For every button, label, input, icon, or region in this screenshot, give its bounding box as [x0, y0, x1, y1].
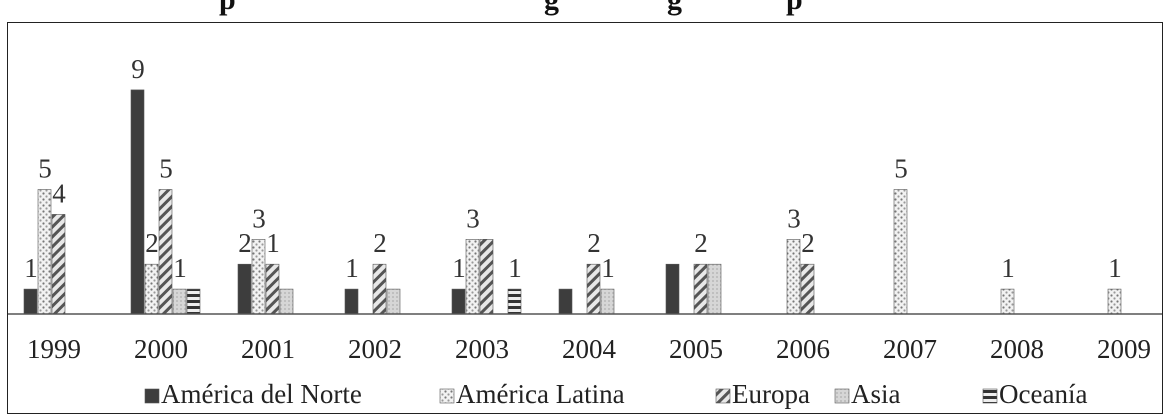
legend-label: América Latina — [456, 379, 625, 409]
bars-layer — [23, 89, 1122, 315]
legend-item-ocean-a: Oceanía — [982, 379, 1087, 409]
data-label: 2 — [801, 228, 815, 258]
data-label: 2 — [145, 228, 159, 258]
data-label: 1 — [24, 253, 38, 283]
data-label: 5 — [159, 154, 173, 184]
bar-2001-asia — [279, 288, 294, 315]
data-label: 4 — [52, 178, 66, 208]
data-label: 3 — [787, 203, 801, 233]
x-tick-label: 2009 — [1097, 334, 1151, 364]
legend-swatch — [834, 388, 850, 404]
data-label: 1 — [508, 253, 522, 283]
bar-2004-europa — [586, 263, 601, 315]
data-label: 1 — [266, 228, 280, 258]
bar-2002-europa — [372, 263, 387, 315]
x-tick-label: 2002 — [348, 334, 402, 364]
bar-2009-am-rica-latina — [1107, 288, 1122, 315]
data-label: 2 — [238, 228, 252, 258]
legend-item-am-rica-del-norte: América del Norte — [144, 379, 362, 409]
x-tick-label: 2000 — [134, 334, 188, 364]
x-tick-label: 2006 — [776, 334, 830, 364]
x-tick-label: 1999 — [27, 334, 81, 364]
chart-title-part-1: p — [219, 0, 236, 17]
data-label: 2 — [373, 228, 387, 258]
data-label: 2 — [587, 228, 601, 258]
bar-2004-am-rica-del-norte — [558, 288, 573, 315]
x-tick-label: 2001 — [241, 334, 295, 364]
bar-2004-asia — [600, 288, 615, 315]
data-label: 1 — [173, 253, 187, 283]
x-tick-labels: 1999 2000 2001 2002 2003 2004 2005 2006 2007 2008… — [27, 334, 1151, 364]
legend-label: Asia — [851, 379, 901, 409]
bar-2008-am-rica-latina — [1000, 288, 1015, 315]
bar-2005-asia — [707, 263, 722, 315]
chart-title-part-3: g — [667, 0, 682, 17]
data-label: 2 — [694, 228, 708, 258]
chart-title-part-4: p — [786, 0, 803, 17]
x-tick-label: 2004 — [562, 334, 617, 364]
bar-2002-am-rica-del-norte — [344, 288, 359, 315]
legend-swatch — [982, 388, 998, 404]
bar-2000-asia — [172, 288, 187, 315]
legend-swatch — [715, 388, 731, 404]
bar-2005-am-rica-del-norte — [665, 263, 680, 315]
data-label: 1 — [452, 253, 466, 283]
bar-2003-europa — [479, 239, 494, 315]
bar-2001-am-rica-del-norte — [237, 263, 252, 315]
legend-item-europa: Europa — [715, 379, 810, 409]
legend: América del Norte América Latina Europa Asi… — [144, 379, 1087, 409]
bar-2001-europa — [265, 263, 280, 315]
chart-frame — [7, 22, 1163, 414]
data-label: 3 — [466, 203, 480, 233]
legend-swatch — [439, 388, 455, 404]
legend-item-asia: Asia — [834, 379, 901, 409]
x-tick-label: 2008 — [990, 334, 1044, 364]
bar-2003-ocean-a — [507, 288, 522, 315]
legend-item-am-rica-latina: América Latina — [439, 379, 625, 409]
legend-swatch — [144, 388, 160, 404]
x-tick-label: 2007 — [883, 334, 937, 364]
chart-title-part-2: g — [544, 0, 559, 17]
data-label: 1 — [345, 253, 359, 283]
bar-2005-europa — [693, 263, 708, 315]
data-label: 5 — [38, 154, 52, 184]
bar-2001-am-rica-latina — [251, 239, 266, 315]
bar-2000-am-rica-del-norte — [130, 89, 145, 315]
bar-2000-am-rica-latina — [144, 263, 159, 315]
legend-label: Oceanía — [999, 379, 1087, 409]
bar-1999-am-rica-del-norte — [23, 288, 38, 315]
data-label: 1 — [601, 253, 615, 283]
legend-label: América del Norte — [161, 379, 362, 409]
data-label: 3 — [252, 203, 266, 233]
bar-1999-europa — [51, 214, 66, 315]
data-label: 1 — [1001, 253, 1015, 283]
data-label: 5 — [894, 154, 908, 184]
bar-2000-ocean-a — [186, 288, 201, 315]
bar-2003-am-rica-del-norte — [451, 288, 466, 315]
data-label: 1 — [1108, 253, 1122, 283]
bar-2003-am-rica-latina — [465, 239, 480, 315]
bar-2007-am-rica-latina — [893, 189, 908, 315]
x-tick-label: 2003 — [455, 334, 509, 364]
bar-2002-asia — [386, 288, 401, 315]
legend-label: Europa — [732, 379, 810, 409]
bar-2006-europa — [800, 263, 815, 315]
bar-2006-am-rica-latina — [786, 239, 801, 315]
bar-1999-am-rica-latina — [37, 189, 52, 315]
x-tick-label: 2005 — [669, 334, 723, 364]
data-label: 9 — [131, 54, 145, 84]
bar-2000-europa — [158, 189, 173, 315]
